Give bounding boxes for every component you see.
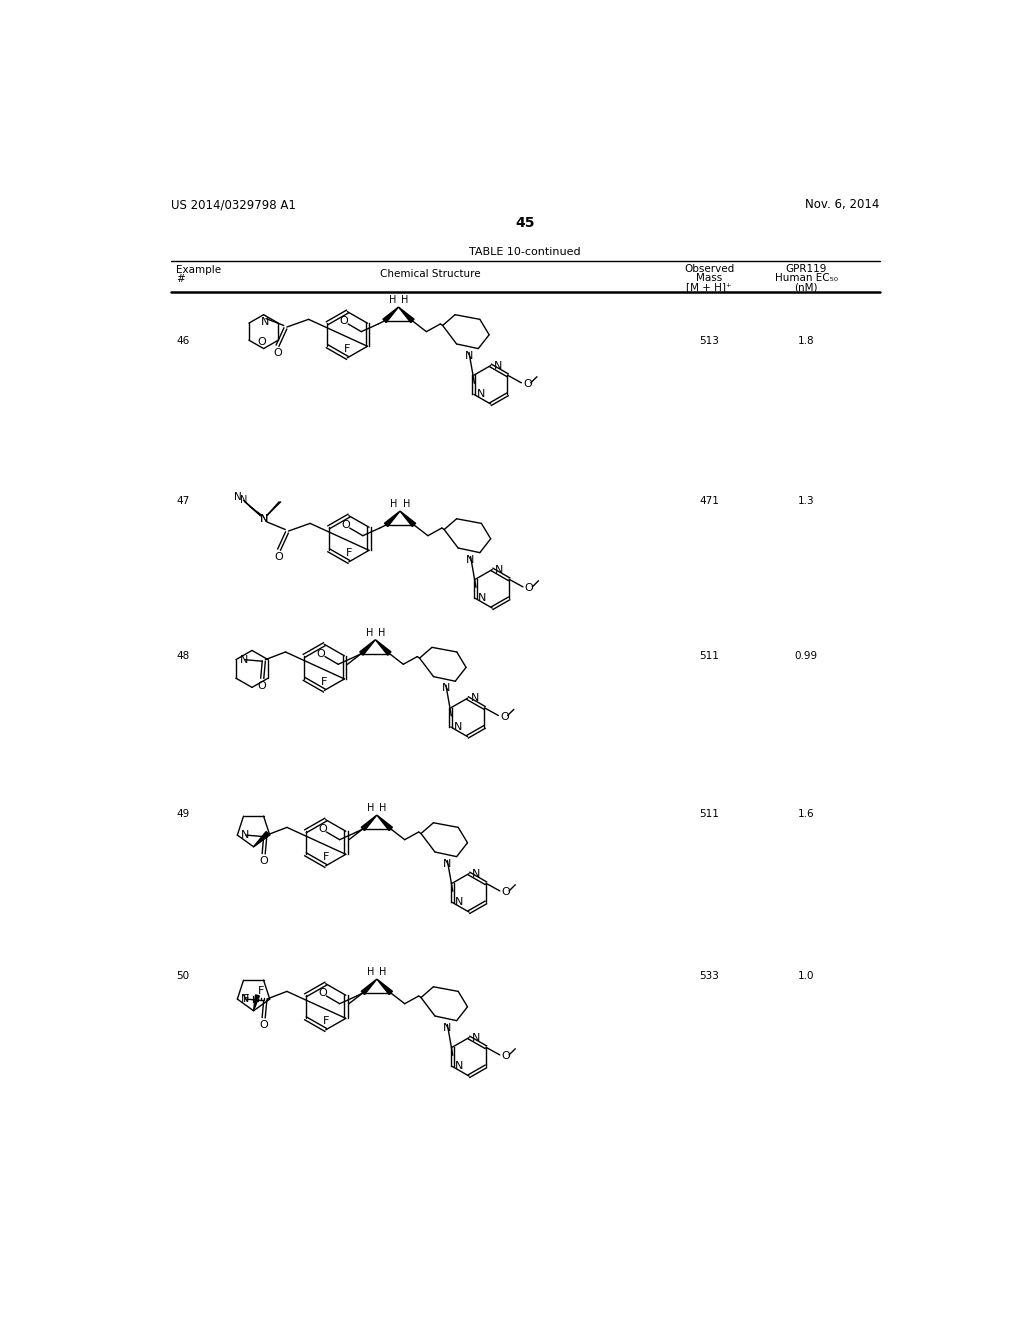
- Polygon shape: [377, 814, 392, 830]
- Text: O: O: [274, 552, 284, 562]
- Text: O: O: [523, 379, 532, 389]
- Text: H: H: [402, 499, 410, 510]
- Text: O: O: [273, 348, 282, 358]
- Text: 513: 513: [699, 335, 719, 346]
- Text: O: O: [340, 315, 348, 326]
- Polygon shape: [254, 995, 259, 1011]
- Text: Observed: Observed: [684, 264, 734, 273]
- Text: Example: Example: [176, 264, 221, 275]
- Text: 45: 45: [515, 216, 535, 230]
- Polygon shape: [376, 640, 391, 655]
- Text: US 2014/0329798 A1: US 2014/0329798 A1: [171, 198, 296, 211]
- Text: N: N: [234, 492, 242, 502]
- Text: [M + H]⁺: [M + H]⁺: [686, 282, 732, 292]
- Text: H: H: [366, 628, 373, 638]
- Text: O: O: [502, 887, 510, 898]
- Text: H: H: [401, 296, 409, 305]
- Text: F: F: [322, 677, 328, 686]
- Text: 50: 50: [176, 970, 189, 981]
- Text: N: N: [466, 554, 475, 565]
- Text: H: H: [388, 296, 396, 305]
- Text: O: O: [318, 987, 327, 998]
- Text: H: H: [367, 803, 375, 813]
- Polygon shape: [361, 814, 377, 830]
- Text: N: N: [241, 830, 249, 840]
- Polygon shape: [398, 308, 414, 322]
- Text: F: F: [344, 345, 350, 354]
- Text: F: F: [323, 853, 329, 862]
- Text: N: N: [441, 684, 451, 693]
- Text: F: F: [244, 994, 250, 1005]
- Text: F: F: [323, 1016, 329, 1027]
- Text: F: F: [258, 986, 264, 995]
- Text: 1.8: 1.8: [798, 335, 814, 346]
- Text: 511: 511: [699, 809, 719, 818]
- Text: O: O: [525, 583, 534, 594]
- Text: 48: 48: [176, 651, 189, 661]
- Text: GPR119: GPR119: [785, 264, 826, 273]
- Text: O: O: [259, 857, 268, 866]
- Text: N: N: [472, 869, 480, 879]
- Text: F: F: [346, 548, 352, 558]
- Text: N: N: [455, 1061, 464, 1072]
- Text: O: O: [341, 520, 350, 529]
- Text: O: O: [258, 681, 266, 690]
- Text: H: H: [378, 628, 385, 638]
- Text: N: N: [261, 317, 269, 326]
- Text: 0.99: 0.99: [795, 651, 818, 661]
- Text: (nM): (nM): [795, 282, 818, 292]
- Text: 511: 511: [699, 651, 719, 661]
- Polygon shape: [359, 640, 376, 655]
- Text: N: N: [259, 513, 268, 524]
- Text: O: O: [258, 337, 266, 347]
- Text: TABLE 10-continued: TABLE 10-continued: [469, 247, 581, 257]
- Text: N: N: [472, 1032, 480, 1043]
- Text: N: N: [477, 389, 485, 400]
- Text: N: N: [241, 994, 249, 1005]
- Text: H: H: [379, 803, 387, 813]
- Text: O: O: [502, 1052, 510, 1061]
- Text: Human EC₅₀: Human EC₅₀: [774, 273, 838, 282]
- Text: N: N: [259, 513, 268, 524]
- Polygon shape: [384, 511, 400, 527]
- Text: 1.6: 1.6: [798, 809, 814, 818]
- Text: H: H: [367, 968, 375, 977]
- Polygon shape: [254, 832, 269, 847]
- Text: N: N: [494, 360, 502, 371]
- Text: O: O: [318, 824, 327, 834]
- Text: O: O: [259, 1020, 268, 1031]
- Text: O: O: [500, 711, 509, 722]
- Text: H: H: [379, 968, 387, 977]
- Text: N: N: [465, 351, 473, 360]
- Text: N: N: [455, 898, 464, 907]
- Text: N: N: [240, 495, 247, 506]
- Text: 533: 533: [699, 970, 719, 981]
- Text: N: N: [443, 1023, 452, 1032]
- Text: N: N: [443, 858, 452, 869]
- Text: N: N: [478, 594, 486, 603]
- Text: H: H: [390, 499, 397, 510]
- Text: Chemical Structure: Chemical Structure: [380, 268, 480, 279]
- Text: 1.0: 1.0: [798, 970, 814, 981]
- Text: N: N: [454, 722, 462, 733]
- Text: 46: 46: [176, 335, 189, 346]
- Polygon shape: [383, 308, 398, 322]
- Text: O: O: [316, 648, 326, 659]
- Text: 47: 47: [176, 496, 189, 506]
- Polygon shape: [400, 511, 416, 527]
- Text: 49: 49: [176, 809, 189, 818]
- Polygon shape: [377, 979, 392, 994]
- Text: Mass: Mass: [696, 273, 722, 282]
- Text: N: N: [470, 693, 479, 704]
- Text: Nov. 6, 2014: Nov. 6, 2014: [805, 198, 880, 211]
- Text: 471: 471: [699, 496, 719, 506]
- Text: #: #: [176, 275, 184, 284]
- Text: N: N: [495, 565, 504, 574]
- Text: N: N: [240, 655, 248, 665]
- Text: 1.3: 1.3: [798, 496, 814, 506]
- Polygon shape: [361, 979, 377, 994]
